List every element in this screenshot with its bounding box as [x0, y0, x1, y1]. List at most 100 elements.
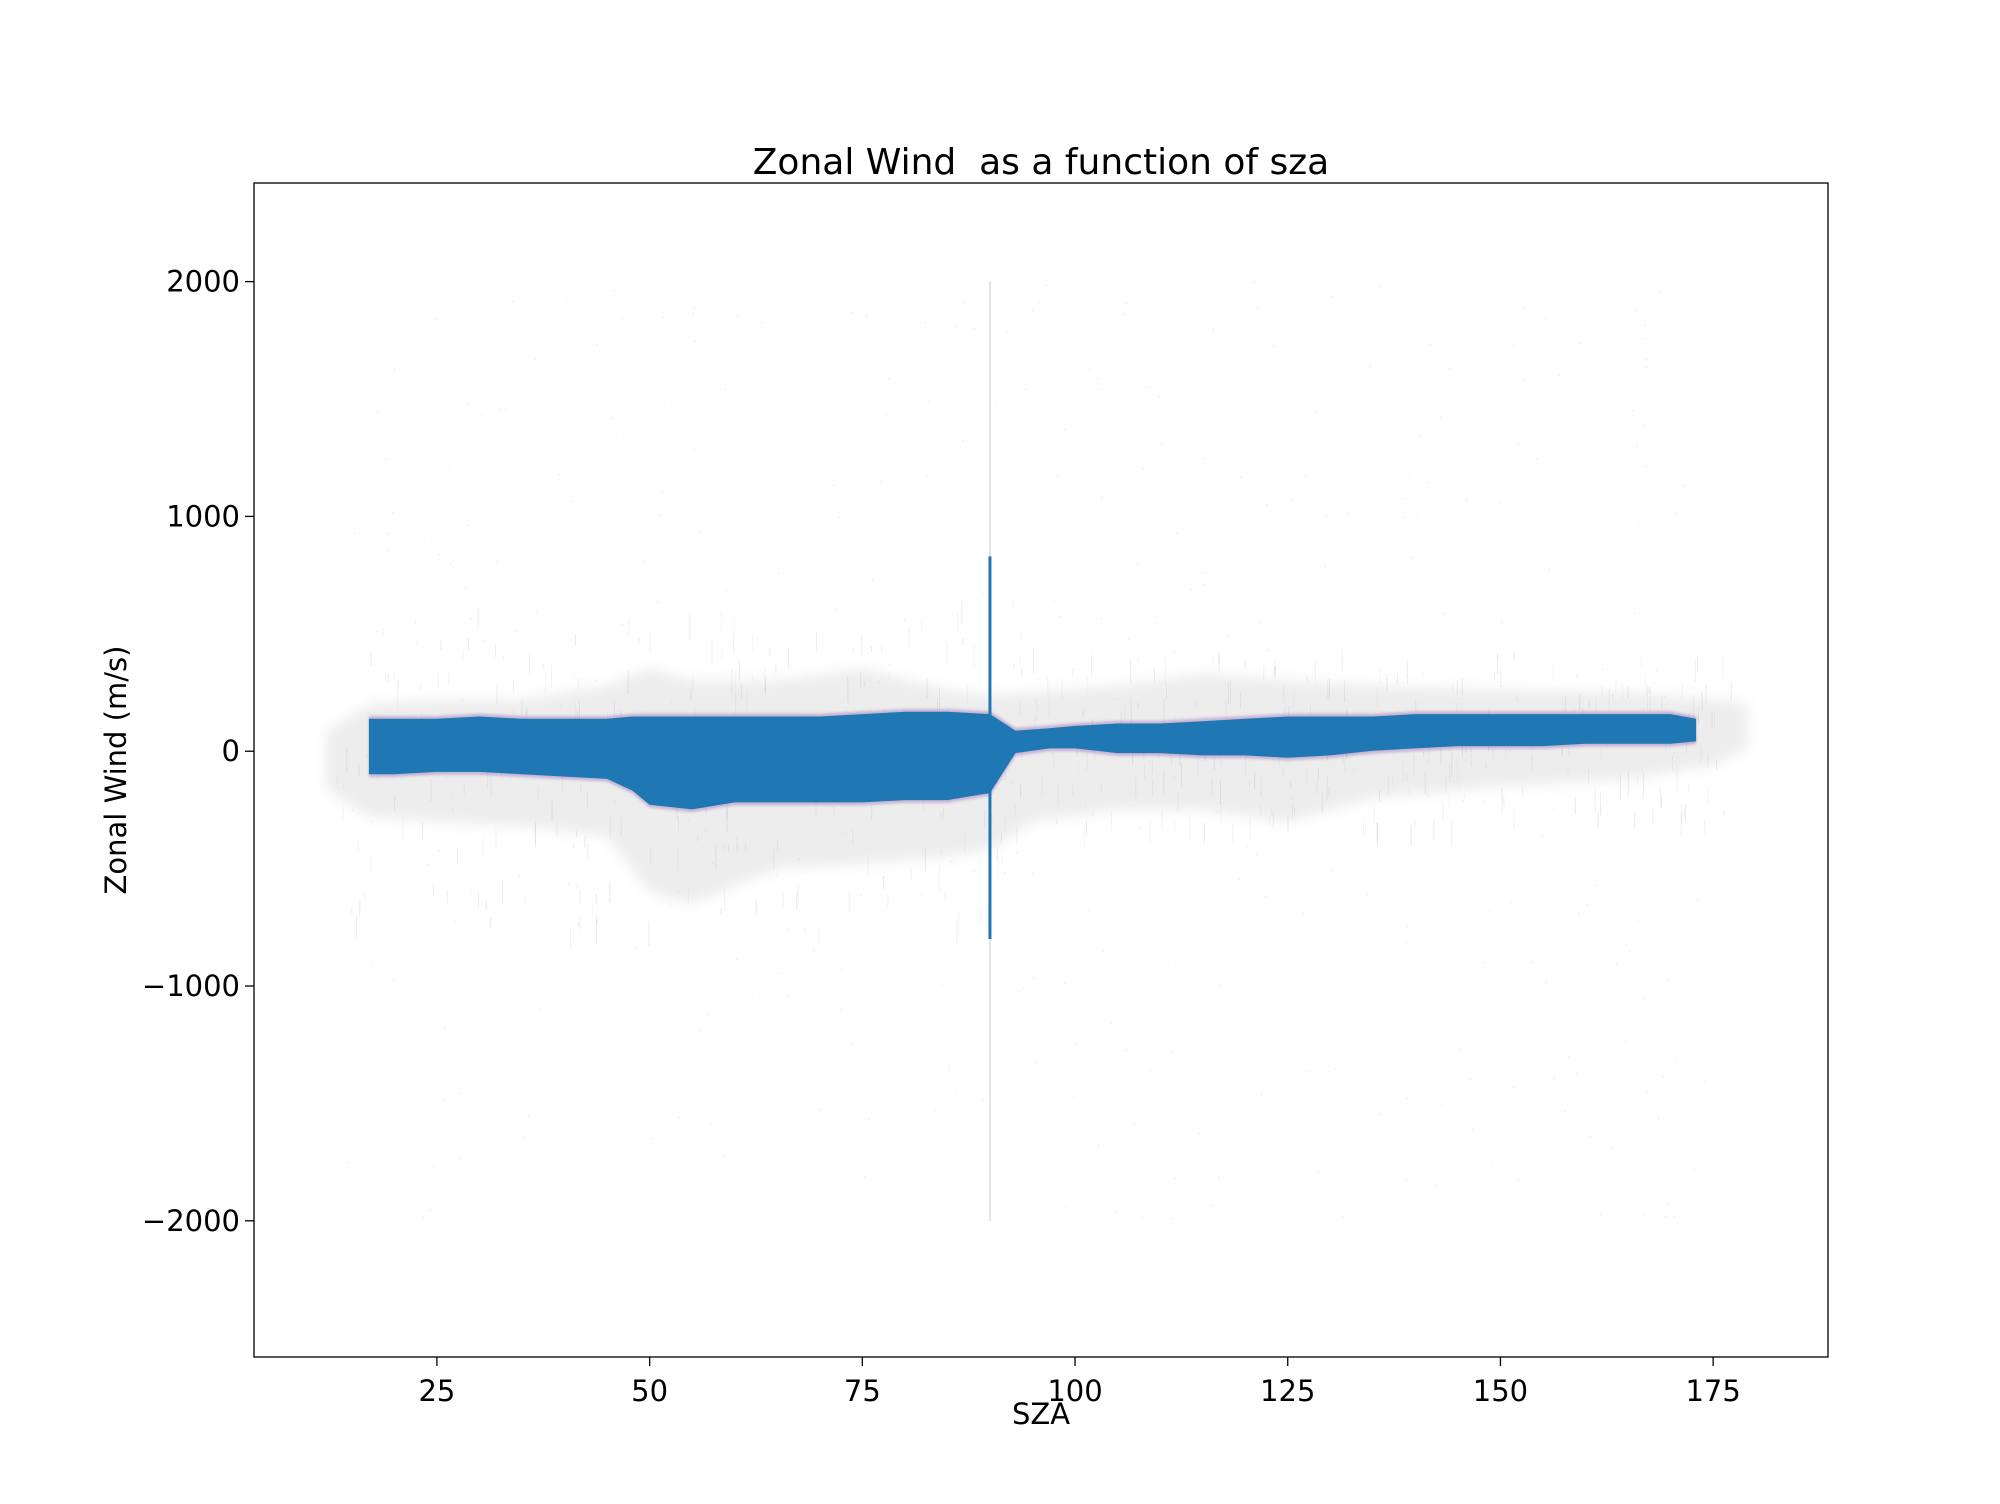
outlier-point — [705, 829, 708, 831]
outlier-point — [1575, 1073, 1578, 1076]
outlier-point — [482, 640, 485, 642]
outlier-point — [860, 1118, 863, 1121]
outlier-point — [804, 879, 807, 882]
outlier-point — [1072, 1095, 1075, 1098]
outlier-point — [360, 1126, 363, 1129]
outlier-point — [686, 395, 689, 398]
outlier-point — [1290, 798, 1293, 800]
outlier-point — [962, 301, 965, 304]
outlier-point — [1469, 1078, 1472, 1081]
outlier-point — [452, 560, 455, 563]
outlier-point — [1499, 502, 1501, 505]
outlier-point — [1260, 1093, 1263, 1096]
outlier-point — [1156, 621, 1159, 624]
outlier-point — [1676, 1058, 1679, 1061]
outlier-point — [1148, 386, 1151, 389]
outlier-point — [434, 318, 437, 321]
outlier-point — [1411, 556, 1414, 559]
outlier-point — [1442, 613, 1445, 615]
outlier-point — [1191, 394, 1194, 396]
outlier-point — [539, 1007, 542, 1010]
outlier-point — [1601, 668, 1604, 671]
outlier-point — [844, 832, 847, 835]
outlier-point — [1230, 1167, 1233, 1170]
outlier-point — [515, 630, 518, 633]
outlier-point — [594, 680, 597, 682]
outlier-point — [1155, 615, 1158, 618]
outlier-point — [621, 317, 623, 320]
outlier-point — [926, 475, 929, 478]
outlier-point — [1558, 374, 1561, 377]
outlier-point — [711, 862, 714, 864]
outlier-point — [499, 409, 502, 411]
outlier-point — [1174, 961, 1177, 964]
outlier-point — [757, 637, 760, 640]
core-scatter-layer — [368, 709, 1697, 813]
outlier-point — [1100, 388, 1103, 391]
outlier-point — [1703, 1079, 1706, 1082]
outlier-point — [458, 1157, 461, 1160]
outlier-point — [677, 1116, 680, 1119]
outlier-point — [835, 608, 838, 611]
outlier-point — [948, 1065, 951, 1068]
outlier-point — [1366, 893, 1369, 896]
outlier-point — [1305, 1070, 1308, 1073]
outlier-point — [1053, 599, 1056, 602]
outlier-point — [1249, 1135, 1251, 1137]
outlier-point — [1545, 981, 1548, 984]
outlier-point — [492, 350, 494, 353]
outlier-point — [1012, 601, 1015, 604]
y-axis-ticks: 2000 1000 0 −1000 −2000 — [142, 265, 254, 1238]
outlier-point — [1149, 1069, 1152, 1072]
core-band — [368, 711, 1697, 810]
outlier-point — [1325, 514, 1327, 516]
outlier-point — [1264, 895, 1267, 898]
outlier-point — [707, 1013, 710, 1016]
outlier-point — [778, 972, 781, 974]
outlier-point — [1512, 344, 1515, 347]
outlier-point — [1169, 1217, 1172, 1220]
outlier-point — [1643, 997, 1646, 1000]
outlier-point — [1510, 901, 1513, 904]
outlier-point — [353, 532, 356, 535]
outlier-point — [370, 820, 373, 823]
outlier-point — [660, 490, 663, 493]
outlier-point — [621, 624, 624, 626]
outlier-point — [658, 513, 661, 516]
outlier-point — [1658, 789, 1661, 792]
outlier-point — [449, 562, 452, 565]
outlier-point — [710, 1122, 713, 1125]
outlier-point — [447, 470, 450, 473]
outlier-point — [1599, 1213, 1602, 1216]
outlier-point — [1552, 807, 1555, 810]
outlier-point — [1512, 1086, 1515, 1089]
outlier-point — [1418, 435, 1421, 438]
outlier-point — [702, 468, 705, 470]
outlier-point — [1644, 337, 1647, 340]
outlier-point — [1124, 1049, 1127, 1052]
outlier-point — [1656, 669, 1659, 672]
outlier-point — [736, 315, 739, 318]
outlier-point — [1611, 1147, 1613, 1150]
outlier-point — [1123, 313, 1126, 316]
outlier-point — [460, 699, 463, 701]
outlier-point — [698, 530, 701, 533]
outlier-point — [1254, 1070, 1257, 1073]
outlier-point — [1430, 344, 1433, 347]
outlier-point — [1272, 345, 1275, 348]
outlier-point — [1671, 852, 1674, 855]
outlier-point — [1198, 1132, 1200, 1135]
outlier-point — [1568, 1056, 1571, 1059]
outlier-point — [1548, 568, 1551, 571]
outlier-point — [1202, 583, 1205, 586]
outlier-point — [1064, 982, 1067, 985]
outlier-point — [1059, 615, 1062, 618]
outlier-point — [1664, 695, 1667, 698]
outlier-point — [736, 958, 739, 961]
outlier-point — [1428, 343, 1431, 346]
outlier-point — [881, 877, 884, 879]
outlier-point — [1646, 1119, 1649, 1122]
outlier-point — [1087, 910, 1090, 913]
outlier-point — [1383, 1102, 1386, 1105]
x-tick-label: 100 — [1047, 1374, 1102, 1408]
